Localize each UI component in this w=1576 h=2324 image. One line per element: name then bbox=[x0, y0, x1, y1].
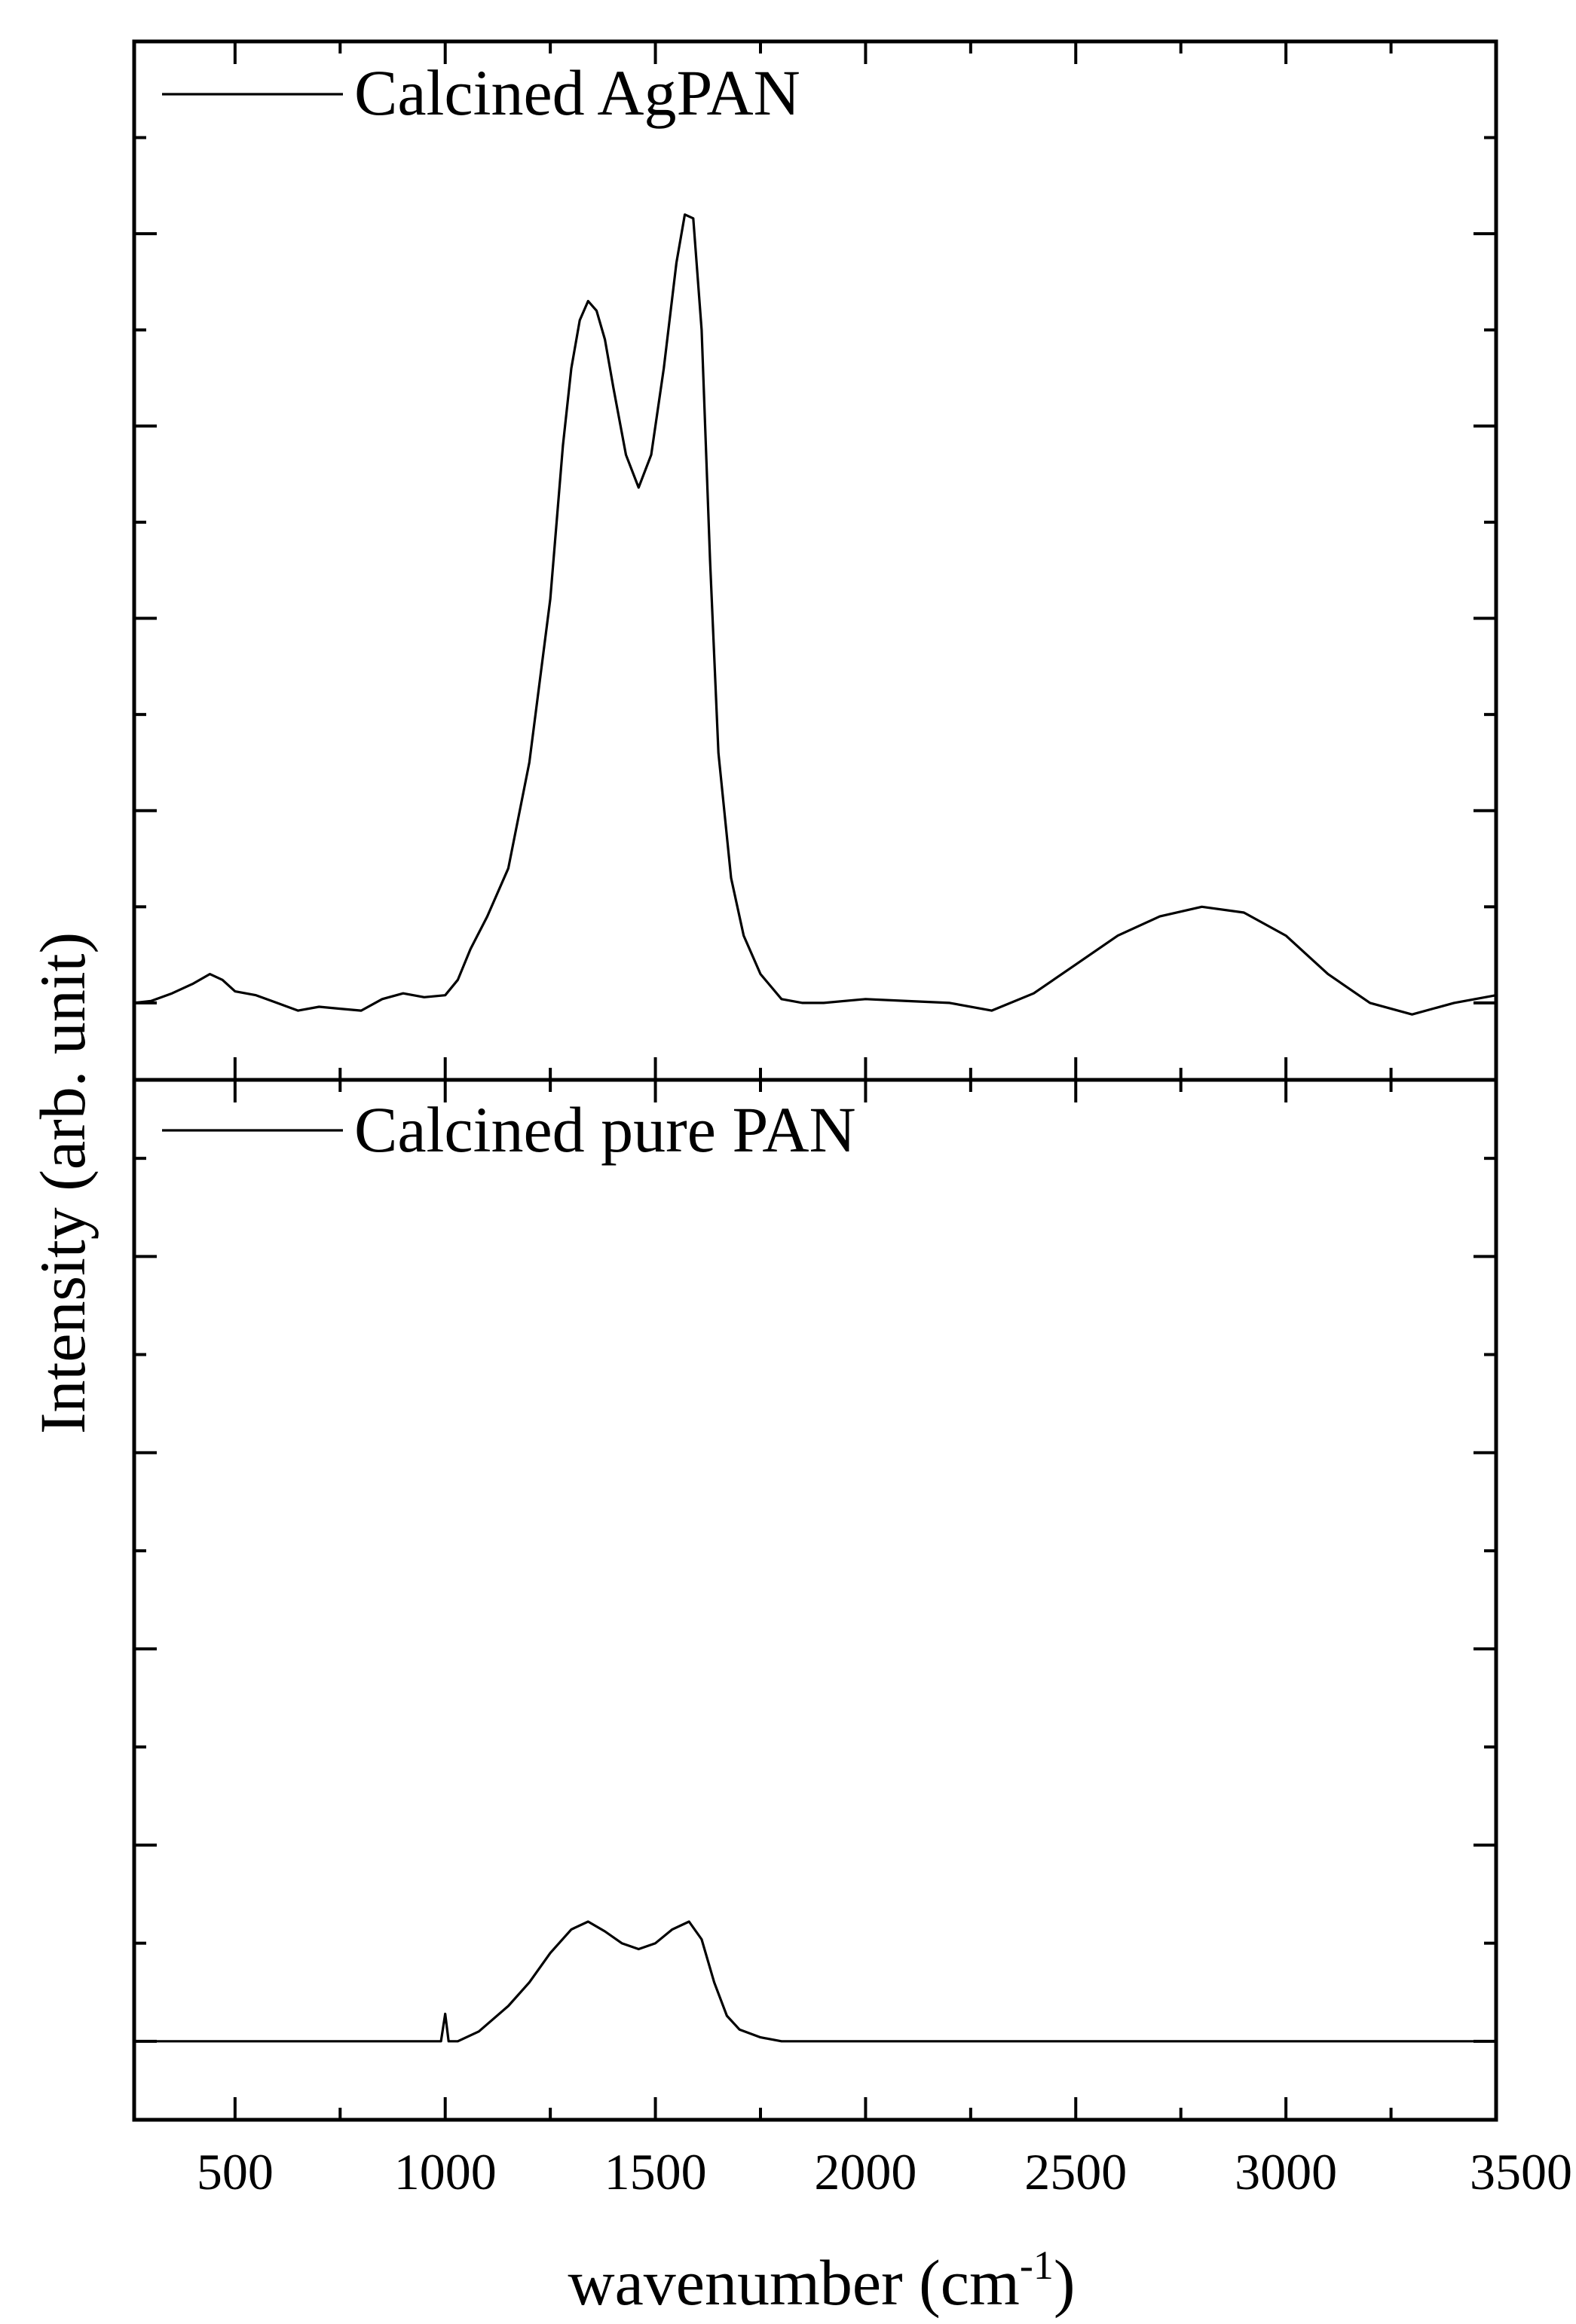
x-tick-label-1500: 1500 bbox=[604, 2143, 707, 2200]
panel-calcined-agpan: Calcined AgPAN bbox=[132, 39, 1498, 1082]
x-tick-label-3000: 3000 bbox=[1235, 2143, 1337, 2200]
panel-calcined-pure-pan: Calcined pure PAN bbox=[132, 1078, 1498, 2122]
legend-label-calcined-agpan: Calcined AgPAN bbox=[354, 57, 800, 129]
x-tick-label-1000: 1000 bbox=[394, 2143, 497, 2200]
x-tick-label-500: 500 bbox=[197, 2143, 274, 2200]
x-tick-label-2000: 2000 bbox=[814, 2143, 917, 2200]
y-axis-label: Intensity (arb. unit) bbox=[26, 932, 99, 1434]
tick-group-bottom bbox=[134, 1080, 1498, 2120]
tick-group-top bbox=[134, 41, 1498, 1080]
legend-label-calcined-pure-pan: Calcined pure PAN bbox=[354, 1093, 856, 1166]
series-line-calcined-pure-pan bbox=[134, 1920, 1496, 2043]
panel-frame-bottom bbox=[132, 1078, 1498, 2122]
x-tick-labels: 500 1000 1500 2000 2500 3000 3500 bbox=[197, 2143, 1572, 2200]
panel-frame-top bbox=[132, 39, 1498, 1082]
series-line-calcined-agpan bbox=[133, 213, 1497, 1016]
x-tick-label-3500: 3500 bbox=[1470, 2143, 1572, 2200]
x-tick-label-2500: 2500 bbox=[1024, 2143, 1127, 2200]
x-axis-label: wavenumber (cm-1) bbox=[568, 2243, 1076, 2319]
